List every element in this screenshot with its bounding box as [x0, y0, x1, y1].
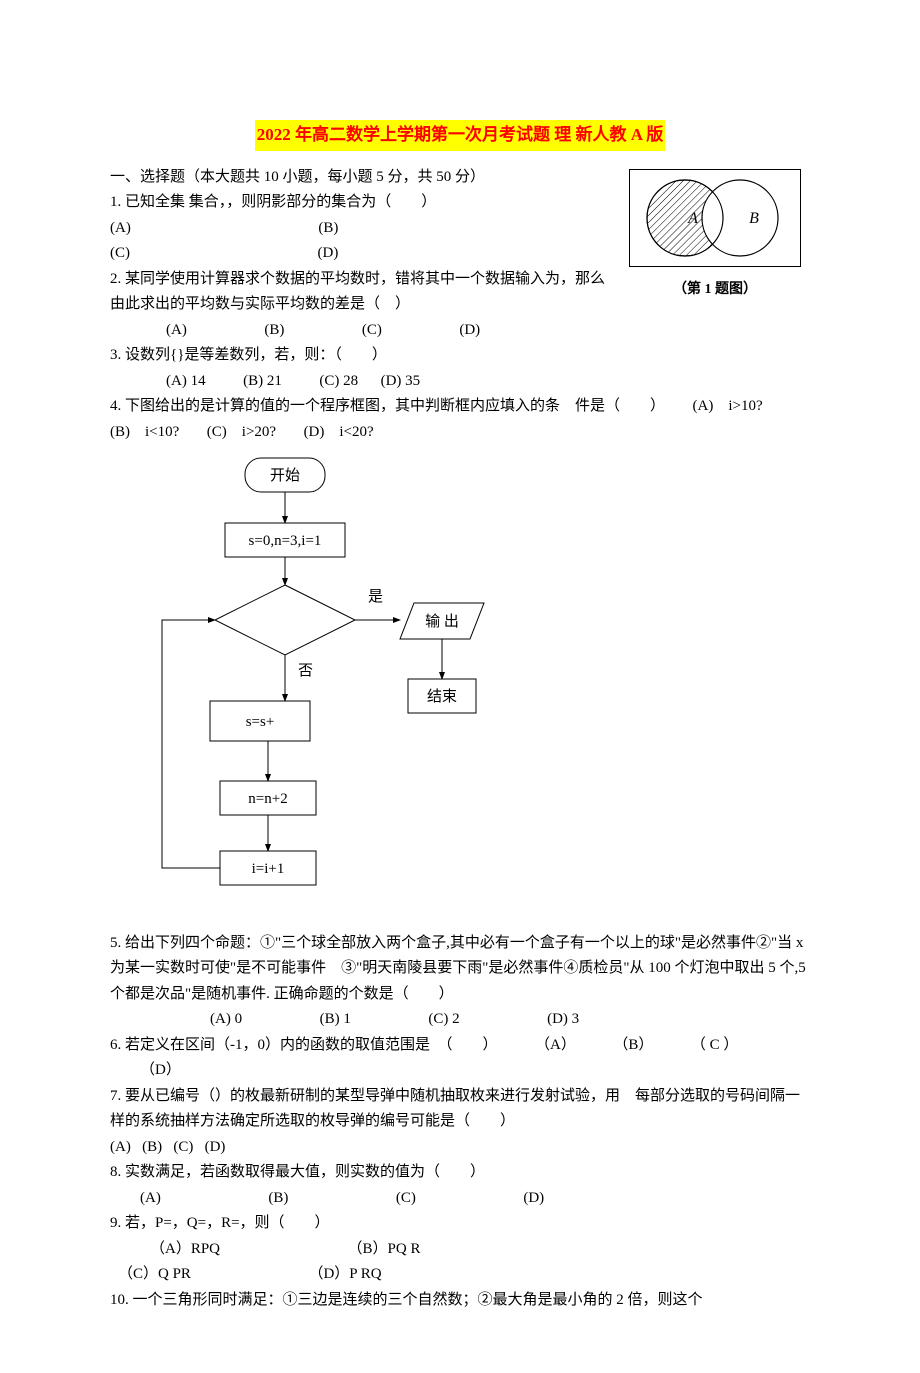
- q8-opt-c: (C): [396, 1190, 416, 1206]
- svg-text:否: 否: [298, 663, 313, 679]
- q7-opt-d: (D): [205, 1139, 226, 1155]
- venn-circle-b: [702, 180, 778, 256]
- q2-opt-d: (D): [459, 322, 480, 338]
- q2-options: (A) (B) (C) (D): [110, 318, 810, 344]
- q5-opt-c: (C) 2: [428, 1011, 459, 1027]
- q1-opt-d: (D): [318, 245, 339, 261]
- svg-text:结束: 结束: [427, 688, 457, 705]
- q8-stem: 8. 实数满足，若函数取得最大值，则实数的值为（ ）: [110, 1160, 810, 1186]
- svg-text:n=n+2: n=n+2: [248, 791, 287, 807]
- q8-options: (A) (B) (C) (D): [110, 1186, 810, 1212]
- svg-text:开始: 开始: [270, 467, 300, 484]
- flowchart-svg: 开始 s=0,n=3,i=1 输 出结束 s=s+ n=n+2 i=i+1 是否: [150, 453, 490, 913]
- svg-text:s=0,n=3,i=1: s=0,n=3,i=1: [249, 533, 322, 549]
- q6-opt-d: （D）: [140, 1062, 181, 1078]
- q4-stem-line: 4. 下图给出的是计算的值的一个程序框图，其中判断框内应填入的条 件是（ ） (…: [110, 394, 810, 445]
- q9-opt-c: （C）Q PR: [118, 1266, 191, 1282]
- q6-opt-b: （B）: [613, 1037, 653, 1053]
- q2-opt-a: (A): [166, 322, 187, 338]
- q6-opt-c: （ C ）: [691, 1037, 739, 1053]
- q5-opt-d: (D) 3: [547, 1011, 579, 1027]
- venn-label-a: A: [687, 210, 698, 227]
- q1-opt-b: (B): [318, 220, 338, 236]
- q5-stem: 5. 给出下列四个命题：①"三个球全部放入两个盒子,其中必有一个盒子有一个以上的…: [110, 931, 810, 1008]
- q3-options: (A) 14 (B) 21 (C) 28 (D) 35: [110, 369, 810, 395]
- q1-opt-a: (A): [110, 220, 131, 236]
- venn-diagram: A B: [629, 169, 801, 267]
- q10-stem: 10. 一个三角形同时满足：①三边是连续的三个自然数；②最大角是最小角的 2 倍…: [110, 1288, 810, 1314]
- q4-opt-c: (C) i>20?: [207, 424, 276, 440]
- svg-text:是: 是: [368, 589, 383, 605]
- q9-options-row1: （A）RPQ （B）PQ R: [110, 1237, 810, 1263]
- q5-options: (A) 0 (B) 1 (C) 2 (D) 3: [110, 1007, 810, 1033]
- svg-text:i=i+1: i=i+1: [252, 861, 285, 877]
- q5-opt-b: (B) 1: [320, 1011, 351, 1027]
- venn-label-b: B: [749, 210, 759, 227]
- q3-opt-c: (C) 28: [319, 373, 358, 389]
- svg-text:输 出: 输 出: [425, 613, 459, 630]
- q9-opt-a: （A）RPQ: [150, 1241, 220, 1257]
- q7-opt-c: (C): [173, 1139, 193, 1155]
- q6-opt-d-line: （D）: [110, 1058, 810, 1084]
- q7-options: (A) (B) (C) (D): [110, 1135, 810, 1161]
- q8-opt-d: (D): [523, 1190, 544, 1206]
- q3-opt-a: (A) 14: [166, 373, 206, 389]
- q2-opt-c: (C): [362, 322, 382, 338]
- q1-opt-c: (C): [110, 245, 130, 261]
- svg-text:s=s+: s=s+: [246, 714, 275, 730]
- q6-line: 6. 若定义在区间（-1，0）内的函数的取值范围是 （ ） （A） （B） （ …: [110, 1033, 810, 1059]
- q9-opt-b: （B）PQ R: [348, 1241, 421, 1257]
- page-title: 2022 年高二数学上学期第一次月考试题 理 新人教 A 版: [255, 120, 666, 151]
- q2-opt-b: (B): [264, 322, 284, 338]
- q4-opt-b: (B) i<10?: [110, 424, 179, 440]
- q3-opt-d: (D) 35: [381, 373, 421, 389]
- q6-stem: 6. 若定义在区间（-1，0）内的函数的取值范围是 （ ）: [110, 1037, 498, 1053]
- q4-opt-d: (D) i<20?: [304, 424, 374, 440]
- q5-opt-a: (A) 0: [210, 1011, 242, 1027]
- q7-opt-a: (A): [110, 1139, 131, 1155]
- q7-stem: 7. 要从已编号（）的枚最新研制的某型导弹中随机抽取枚来进行发射试验，用 每部分…: [110, 1084, 810, 1135]
- q3-opt-b: (B) 21: [243, 373, 282, 389]
- q4-opt-a: (A) i>10?: [693, 398, 763, 414]
- q6-opt-a: （A）: [535, 1037, 576, 1053]
- q9-stem: 9. 若，P=，Q=，R=，则（ ）: [110, 1211, 810, 1237]
- q1-figure: A B （第 1 题图）: [620, 169, 810, 302]
- q9-opt-d: （D）P RQ: [308, 1266, 381, 1282]
- q7-opt-b: (B): [142, 1139, 162, 1155]
- q4-flowchart: 开始 s=0,n=3,i=1 输 出结束 s=s+ n=n+2 i=i+1 是否: [150, 453, 810, 923]
- q8-opt-b: (B): [268, 1190, 288, 1206]
- q4-stem: 4. 下图给出的是计算的值的一个程序框图，其中判断框内应填入的条 件是（ ）: [110, 398, 665, 414]
- q1-figure-caption: （第 1 题图）: [620, 278, 810, 302]
- q3-stem: 3. 设数列{}是等差数列，若，则：（ ）: [110, 343, 810, 369]
- q9-options-row2: （C）Q PR （D）P RQ: [110, 1262, 810, 1288]
- q8-opt-a: (A): [140, 1190, 161, 1206]
